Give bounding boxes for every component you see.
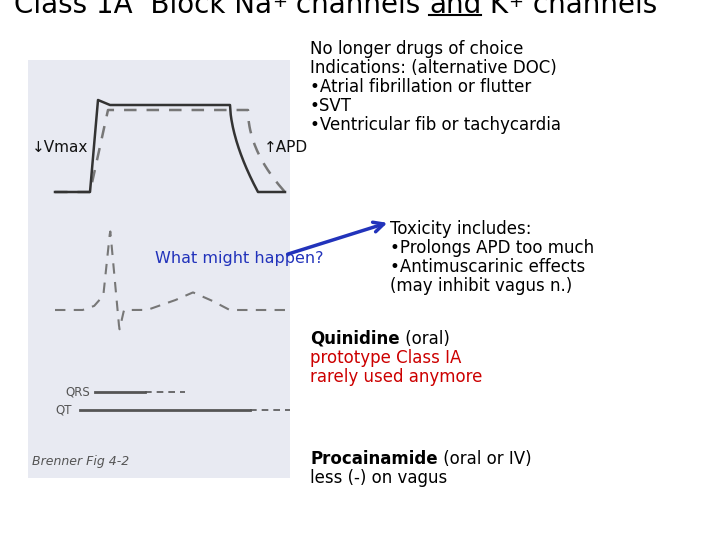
Text: channels: channels (287, 0, 429, 19)
Text: +: + (272, 0, 287, 11)
Text: K: K (482, 0, 508, 19)
Text: QRS: QRS (65, 386, 90, 399)
Text: and: and (429, 0, 482, 19)
Text: •SVT: •SVT (310, 97, 352, 115)
Text: Procainamide: Procainamide (310, 450, 438, 468)
Text: •Prolongs APD too much: •Prolongs APD too much (390, 239, 594, 257)
Text: (oral or IV): (oral or IV) (438, 450, 531, 468)
Text: Brenner Fig 4-2: Brenner Fig 4-2 (32, 455, 130, 468)
Text: QT: QT (55, 403, 71, 416)
Text: Class 1A  Block Na: Class 1A Block Na (14, 0, 272, 19)
Text: ↑APD: ↑APD (264, 139, 308, 154)
Text: What might happen?: What might happen? (155, 251, 323, 266)
Text: •Antimuscarinic effects: •Antimuscarinic effects (390, 258, 585, 276)
Text: +: + (508, 0, 523, 11)
Text: less (-) on vagus: less (-) on vagus (310, 469, 447, 487)
Text: Quinidine: Quinidine (310, 330, 400, 348)
Text: Toxicity includes:: Toxicity includes: (390, 220, 531, 238)
Text: rarely used anymore: rarely used anymore (310, 368, 482, 386)
Text: (may inhibit vagus n.): (may inhibit vagus n.) (390, 277, 572, 295)
Text: No longer drugs of choice: No longer drugs of choice (310, 40, 523, 58)
Text: prototype Class IA: prototype Class IA (310, 349, 462, 367)
Text: (oral): (oral) (400, 330, 449, 348)
Text: •Ventricular fib or tachycardia: •Ventricular fib or tachycardia (310, 116, 561, 134)
Text: channels: channels (523, 0, 657, 19)
Text: •Atrial fibrillation or flutter: •Atrial fibrillation or flutter (310, 78, 531, 96)
Text: Indications: (alternative DOC): Indications: (alternative DOC) (310, 59, 557, 77)
FancyBboxPatch shape (28, 60, 290, 478)
Text: ↓Vmax: ↓Vmax (32, 139, 89, 154)
